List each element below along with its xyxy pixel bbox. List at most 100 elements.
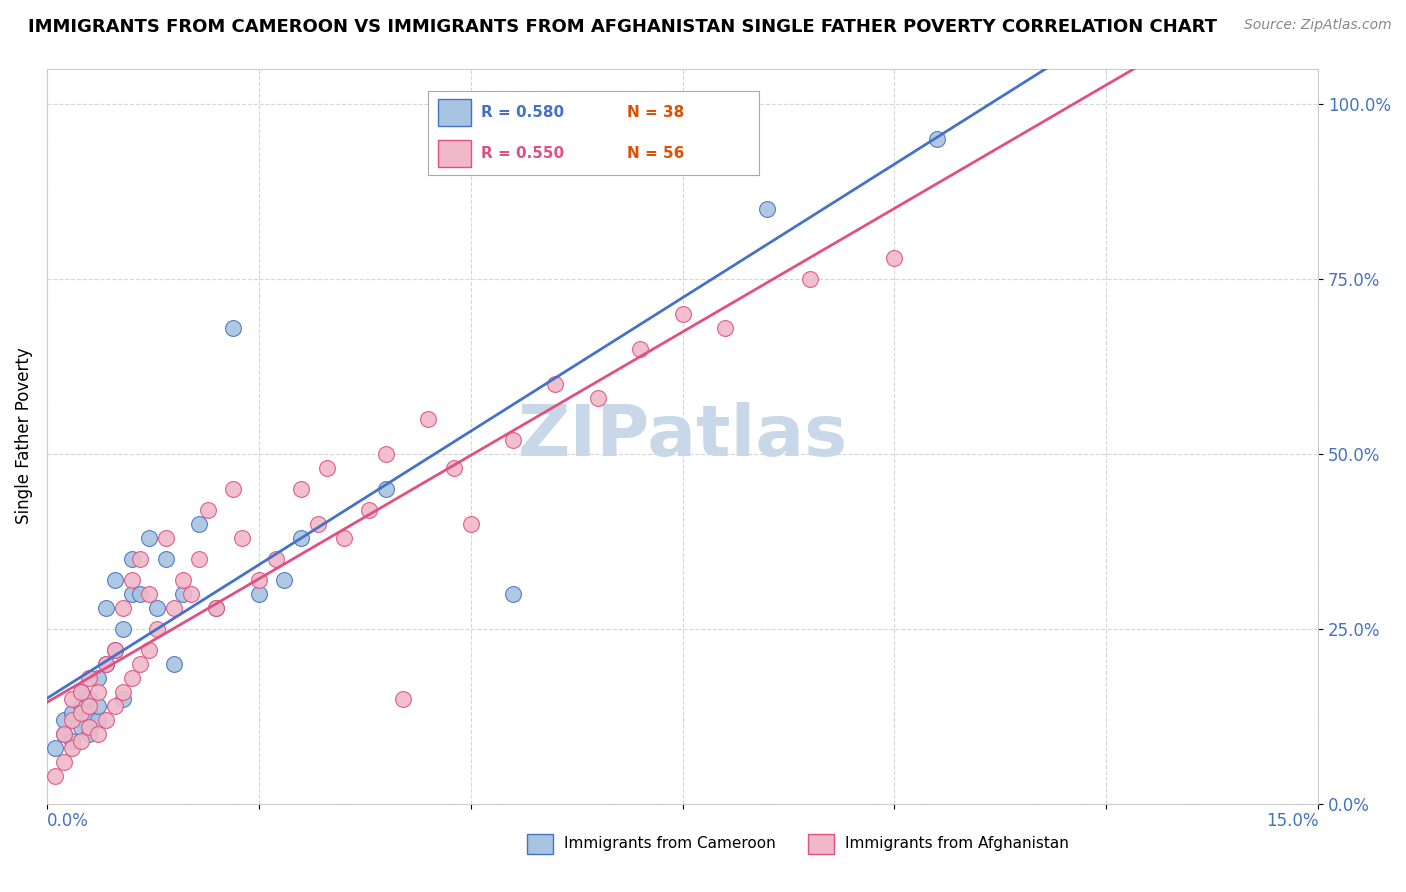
Point (756, 202, 779, 216)
Point (77, 720, 100, 734)
Point (77, 691, 100, 706)
Point (69, 706, 91, 720)
Point (87, 671, 110, 685)
Point (60, 733, 83, 747)
Point (332, 531, 354, 545)
Point (247, 573, 270, 587)
Point (357, 502, 380, 516)
Point (87, 713, 110, 727)
Point (52, 726, 75, 740)
Point (443, 460, 465, 475)
Point (129, 657, 152, 671)
Point (87, 698, 110, 713)
Point (273, 573, 295, 587)
Text: 15.0%: 15.0% (1265, 813, 1319, 830)
Point (205, 600, 228, 615)
Text: ZIPatlas: ZIPatlas (517, 401, 848, 471)
Point (163, 600, 186, 615)
Point (264, 551, 287, 566)
Point (121, 586, 143, 600)
Text: Immigrants from Cameroon: Immigrants from Cameroon (564, 836, 776, 851)
Point (104, 642, 127, 657)
Point (77, 671, 100, 685)
Point (44, 768, 66, 782)
Point (188, 551, 211, 566)
Point (392, 691, 415, 706)
Point (502, 586, 524, 600)
Point (460, 516, 482, 531)
Point (121, 573, 143, 587)
Point (222, 482, 245, 496)
Point (231, 531, 253, 545)
Point (104, 698, 127, 713)
Point (52, 726, 75, 740)
Point (172, 586, 194, 600)
Point (172, 573, 194, 587)
Point (60, 713, 83, 727)
Point (925, 131, 948, 145)
Point (77, 698, 100, 713)
Point (60, 691, 83, 706)
Point (883, 251, 905, 265)
Point (205, 600, 228, 615)
Point (714, 320, 737, 334)
Point (69, 684, 91, 698)
Point (60, 706, 83, 720)
Point (69, 720, 91, 734)
Point (307, 516, 329, 531)
Point (197, 502, 219, 516)
Point (69, 733, 91, 747)
Point (628, 342, 651, 356)
Point (799, 271, 821, 285)
Text: Source: ZipAtlas.com: Source: ZipAtlas.com (1244, 18, 1392, 32)
Point (60, 740, 83, 755)
Point (129, 586, 152, 600)
Point (188, 516, 211, 531)
Text: Immigrants from Afghanistan: Immigrants from Afghanistan (845, 836, 1069, 851)
Point (129, 551, 152, 566)
Point (87, 684, 110, 698)
Point (163, 657, 186, 671)
Point (96, 713, 118, 727)
Point (77, 706, 100, 720)
Point (155, 531, 177, 545)
Point (671, 306, 693, 320)
Y-axis label: Single Father Poverty: Single Father Poverty (15, 348, 32, 524)
Point (502, 433, 524, 447)
Point (146, 622, 169, 636)
Point (138, 642, 160, 657)
Point (52, 755, 75, 769)
Point (290, 531, 312, 545)
Point (44, 740, 66, 755)
Point (104, 573, 127, 587)
Point (315, 460, 337, 475)
Point (87, 726, 110, 740)
Point (586, 391, 609, 405)
Point (222, 320, 245, 334)
Point (180, 586, 202, 600)
Point (69, 698, 91, 713)
Point (155, 551, 177, 566)
Text: IMMIGRANTS FROM CAMEROON VS IMMIGRANTS FROM AFGHANISTAN SINGLE FATHER POVERTY CO: IMMIGRANTS FROM CAMEROON VS IMMIGRANTS F… (28, 18, 1218, 36)
Point (52, 713, 75, 727)
Point (290, 482, 312, 496)
Point (146, 600, 169, 615)
Point (96, 600, 118, 615)
Point (112, 600, 135, 615)
Point (96, 657, 118, 671)
Point (69, 684, 91, 698)
Point (96, 657, 118, 671)
Point (121, 551, 143, 566)
Point (247, 586, 270, 600)
Point (112, 691, 135, 706)
Point (138, 586, 160, 600)
Point (112, 622, 135, 636)
Point (121, 671, 143, 685)
Point (138, 531, 160, 545)
Point (77, 726, 100, 740)
Point (374, 446, 396, 460)
Point (112, 684, 135, 698)
Point (374, 482, 396, 496)
Point (418, 411, 440, 425)
Point (104, 642, 127, 657)
